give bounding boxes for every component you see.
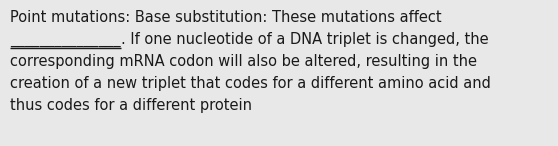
Text: _______________: _______________: [10, 32, 121, 47]
Text: creation of a new triplet that codes for a different amino acid and: creation of a new triplet that codes for…: [10, 76, 491, 91]
Text: corresponding mRNA codon will also be altered, resulting in the: corresponding mRNA codon will also be al…: [10, 54, 477, 69]
Text: . If one nucleotide of a DNA triplet is changed, the: . If one nucleotide of a DNA triplet is …: [121, 32, 488, 47]
Text: thus codes for a different protein: thus codes for a different protein: [10, 98, 252, 113]
Text: Point mutations: Base substitution: These mutations affect: Point mutations: Base substitution: Thes…: [10, 10, 441, 25]
